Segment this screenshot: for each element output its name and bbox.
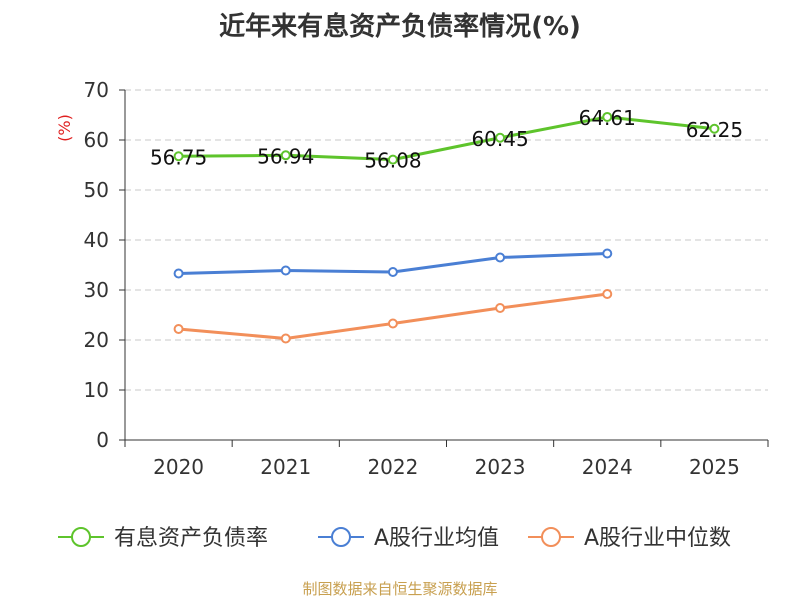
y-tick-label: 40	[84, 228, 109, 252]
legend-marker	[541, 527, 561, 547]
y-tick-label: 0	[96, 428, 109, 452]
data-point	[280, 333, 291, 344]
legend-marker	[331, 527, 351, 547]
chart-title: 近年来有息资产负债率情况(%)	[219, 12, 581, 42]
data-label: 60.45	[471, 127, 528, 151]
data-point	[495, 303, 506, 313]
y-tick-label: 50	[84, 178, 109, 202]
data-point	[387, 318, 398, 329]
x-tick-label: 2020	[153, 455, 204, 479]
data-point	[387, 267, 398, 277]
data-label: 64.61	[579, 106, 636, 130]
y-tick-label: 60	[84, 128, 109, 152]
data-label: 56.08	[364, 149, 421, 173]
legend-label: A股行业均值	[374, 526, 499, 551]
series-line-0	[178, 115, 715, 162]
x-tick-label: 2025	[689, 455, 740, 479]
data-point	[709, 123, 720, 134]
data-point	[495, 252, 506, 263]
y-tick-label: 10	[84, 378, 109, 402]
data-point	[173, 324, 184, 334]
x-tick-label: 2024	[582, 455, 633, 479]
data-label: 56.75	[150, 145, 207, 169]
data-point	[280, 150, 291, 161]
data-point	[602, 111, 613, 122]
y-tick-label: 20	[84, 328, 109, 352]
x-tick-label: 2022	[367, 455, 418, 479]
source-note: 制图数据来自恒生聚源数据库	[302, 580, 498, 598]
data-point	[173, 268, 184, 279]
x-tick-label: 2021	[260, 455, 311, 479]
data-label: 62.25	[686, 118, 743, 142]
y-tick-label: 70	[84, 78, 109, 102]
y-axis-unit-label: (%)	[55, 114, 74, 142]
legend-label: 有息资产负债率	[114, 526, 268, 551]
series-line-2	[178, 292, 608, 340]
data-point	[173, 151, 184, 162]
y-tick-label: 30	[84, 278, 109, 302]
x-tick-label: 2023	[475, 455, 526, 479]
legend-label: A股行业中位数	[584, 526, 731, 551]
data-point	[602, 248, 613, 259]
data-point	[387, 154, 398, 165]
data-point	[280, 265, 291, 276]
data-point	[602, 289, 613, 299]
data-point	[495, 132, 506, 143]
legend-marker	[71, 527, 91, 547]
data-label: 56.94	[257, 144, 314, 168]
